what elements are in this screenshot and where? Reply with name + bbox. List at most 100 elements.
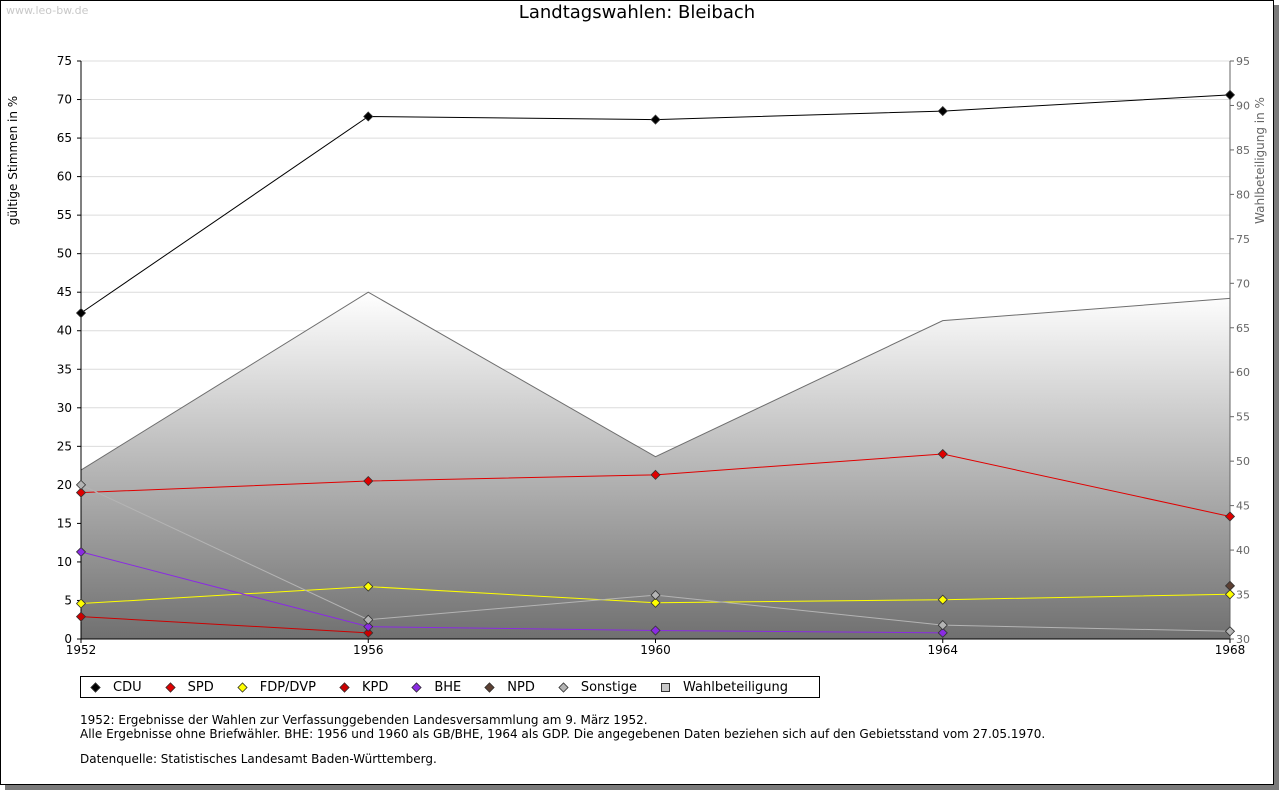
footnotes: 1952: Ergebnisse der Wahlen zur Verfassu… xyxy=(80,713,1045,741)
x-tick-label: 1960 xyxy=(640,643,671,657)
data-point-spd xyxy=(363,475,374,487)
data-point-fdp-dvp xyxy=(937,594,948,605)
data-point-spd xyxy=(1224,511,1236,522)
legend-marker-wahlbeteiligung xyxy=(661,682,671,692)
y2-tick-label: 60 xyxy=(1236,366,1250,379)
legend-label-cdu: CDU xyxy=(113,679,142,695)
legend-item-cdu: CDU xyxy=(90,679,142,695)
legend-label-fdp-dvp: FDP/DVP xyxy=(259,679,316,695)
legend-marker-kpd xyxy=(339,681,350,693)
data-point-cdu xyxy=(363,111,374,122)
data-point-bhe xyxy=(650,625,661,636)
y2-tick-label: 40 xyxy=(1236,544,1250,557)
footnote-2: Alle Ergebnisse ohne Briefwähler. BHE: 1… xyxy=(80,727,1046,741)
data-point-fdp-dvp xyxy=(363,581,374,592)
y-tick-label: 35 xyxy=(57,362,72,376)
x-tick-label: 1952 xyxy=(66,643,97,657)
legend-marker-npd xyxy=(484,681,495,693)
y-axis-label: gültige Stimmen in % xyxy=(6,96,20,225)
data-point-npd xyxy=(1224,580,1236,591)
data-point-sonstige xyxy=(1224,626,1236,637)
y-tick-label: 55 xyxy=(57,208,72,222)
legend-item-fdp-dvp: FDP/DVP xyxy=(237,679,316,695)
legend-marker-fdp-dvp xyxy=(237,681,248,693)
y-tick-label: 20 xyxy=(57,478,72,492)
legend: CDU SPD FDP/DVP KPD BHE NPD Sonstige Wahlbeteil… xyxy=(80,676,820,698)
y2-tick-label: 65 xyxy=(1236,322,1250,335)
series-line-bhe xyxy=(80,551,943,634)
y-tick-label: 25 xyxy=(57,439,72,453)
legend-marker-sonstige xyxy=(558,681,569,693)
legend-label-wahlbeteiligung: Wahlbeteiligung xyxy=(683,679,789,695)
legend-label-bhe: BHE xyxy=(434,679,462,695)
watermark: www.leo-bw.de xyxy=(6,4,89,17)
data-point-spd xyxy=(937,448,948,460)
y2-tick-label: 55 xyxy=(1236,411,1250,424)
y-tick-label: 0 xyxy=(64,632,72,646)
data-point-fdp-dvp xyxy=(75,598,87,609)
legend-item-wahlbeteiligung: Wahlbeteiligung xyxy=(661,680,788,695)
data-point-cdu xyxy=(75,307,87,319)
y-tick-label: 15 xyxy=(57,516,72,530)
data-point-kpd xyxy=(75,611,87,622)
legend-item-npd: NPD xyxy=(484,679,535,695)
legend-item-kpd: KPD xyxy=(339,679,389,695)
legend-marker-bhe xyxy=(411,681,422,693)
data-point-sonstige xyxy=(937,620,948,631)
data-point-sonstige xyxy=(75,479,87,490)
turnout-line xyxy=(80,291,1231,471)
data-point-bhe xyxy=(937,627,948,638)
y-tick-label: 75 xyxy=(57,54,72,68)
data-point-sonstige xyxy=(363,614,374,625)
data-point-kpd xyxy=(363,627,374,638)
y2-tick-label: 45 xyxy=(1236,500,1250,513)
y2-tick-label: 75 xyxy=(1236,233,1250,246)
turnout-area xyxy=(81,292,1230,639)
y2-tick-label: 30 xyxy=(1236,633,1250,646)
y2-tick-label: 90 xyxy=(1236,99,1250,112)
y2-tick-label: 85 xyxy=(1236,144,1250,157)
footnote-1: 1952: Ergebnisse der Wahlen zur Verfassu… xyxy=(80,713,648,727)
data-point-sonstige xyxy=(650,590,661,601)
y-tick-label: 60 xyxy=(57,170,72,184)
legend-label-spd: SPD xyxy=(187,679,214,695)
series-line-cdu xyxy=(80,94,1231,314)
x-tick-label: 1968 xyxy=(1215,643,1246,657)
legend-item-bhe: BHE xyxy=(411,679,462,695)
y-tick-label: 40 xyxy=(57,324,72,338)
data-point-cdu xyxy=(650,114,661,125)
data-point-bhe xyxy=(75,546,87,557)
y2-axis-label: Wahlbeteiligung in % xyxy=(1253,97,1267,224)
data-point-bhe xyxy=(363,621,374,632)
x-tick-label: 1956 xyxy=(353,643,384,657)
y-tick-label: 5 xyxy=(64,593,72,607)
y-tick-label: 30 xyxy=(57,401,72,415)
data-point-spd xyxy=(650,469,661,480)
y2-tick-label: 50 xyxy=(1236,455,1250,468)
legend-item-spd: SPD xyxy=(165,679,214,695)
y2-tick-label: 35 xyxy=(1236,589,1250,602)
y-tick-label: 10 xyxy=(57,555,72,569)
y2-tick-label: 80 xyxy=(1236,188,1250,201)
legend-label-npd: NPD xyxy=(507,679,535,695)
data-source: Datenquelle: Statistisches Landesamt Bad… xyxy=(80,752,437,766)
data-point-spd xyxy=(75,487,87,498)
series-line-kpd xyxy=(80,616,369,634)
legend-label-sonstige: Sonstige xyxy=(580,679,638,695)
legend-label-kpd: KPD xyxy=(361,679,389,695)
y2-tick-label: 95 xyxy=(1236,55,1250,68)
chart-title: Landtagswahlen: Bleibach xyxy=(518,2,756,23)
y-tick-label: 50 xyxy=(57,247,72,261)
legend-item-sonstige: Sonstige xyxy=(558,679,638,695)
x-tick-label: 1964 xyxy=(927,643,958,657)
y2-tick-label: 70 xyxy=(1236,277,1250,290)
y-tick-label: 70 xyxy=(57,93,72,107)
data-point-cdu xyxy=(937,106,948,117)
legend-marker-cdu xyxy=(90,681,101,693)
legend-marker-spd xyxy=(165,681,176,693)
data-point-fdp-dvp xyxy=(1224,589,1236,600)
data-point-cdu xyxy=(1224,89,1236,100)
data-point-fdp-dvp xyxy=(650,597,661,608)
y-tick-label: 65 xyxy=(57,131,72,145)
